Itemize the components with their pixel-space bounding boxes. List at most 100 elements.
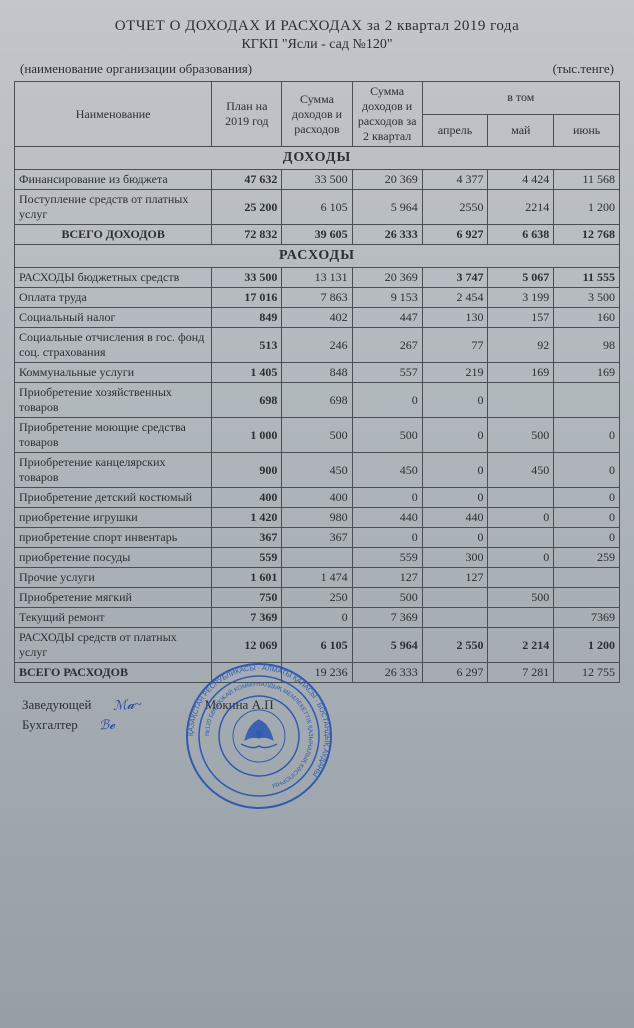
- col-name: Наименование: [15, 82, 212, 147]
- cell: 92: [488, 328, 554, 363]
- col-plan: План на 2019 год: [212, 82, 282, 147]
- col-in-that: в том: [422, 82, 619, 115]
- row-name: РАСХОДЫ бюджетных средств: [15, 268, 212, 288]
- table-row: Социальный налог 849 402 447 130 157 160: [15, 308, 620, 328]
- cell: 246: [282, 328, 352, 363]
- cell: 267: [352, 328, 422, 363]
- cell: 750: [212, 588, 282, 608]
- head-signature-icon: ℳ𝓪~: [112, 696, 142, 714]
- cell: 0: [282, 608, 352, 628]
- col-sum-q2: Сумма доходов и расходов за 2 квартал: [352, 82, 422, 147]
- cell: [488, 383, 554, 418]
- col-sum-total: Сумма доходов и расходов: [282, 82, 352, 147]
- table-row: РАСХОДЫ бюджетных средств 33 500 13 131 …: [15, 268, 620, 288]
- cell: [422, 588, 488, 608]
- cell: 300: [422, 548, 488, 568]
- table-row: Коммунальные услуги 1 405 848 557 219 16…: [15, 363, 620, 383]
- table-row: Текущий ремонт 7 369 0 7 369 7369: [15, 608, 620, 628]
- cell: 3 199: [488, 288, 554, 308]
- cell: 0: [554, 453, 620, 488]
- cell: 3 500: [554, 288, 620, 308]
- row-name: Коммунальные услуги: [15, 363, 212, 383]
- cell: 5 067: [488, 268, 554, 288]
- table-row: Приобретение хозяйственных товаров 698 6…: [15, 383, 620, 418]
- cell: 402: [282, 308, 352, 328]
- cell: [488, 488, 554, 508]
- cell: 400: [282, 488, 352, 508]
- cell: 259: [554, 548, 620, 568]
- row-income-total: ВСЕГО ДОХОДОВ 72 832 39 605 26 333 6 927…: [15, 225, 620, 245]
- cell: 698: [212, 383, 282, 418]
- cell: 1 405: [212, 363, 282, 383]
- cell: 513: [212, 328, 282, 363]
- cell: 5 964: [352, 628, 422, 663]
- cell: 980: [282, 508, 352, 528]
- cell: 848: [282, 363, 352, 383]
- cell: 400: [212, 488, 282, 508]
- cell: 557: [352, 363, 422, 383]
- cell: 2214: [488, 190, 554, 225]
- cell: 500: [352, 418, 422, 453]
- table-row: Приобретение моющие средства товаров 1 0…: [15, 418, 620, 453]
- cell: [422, 608, 488, 628]
- cell: [488, 528, 554, 548]
- cell: 17 016: [212, 288, 282, 308]
- col-may: май: [488, 114, 554, 147]
- cell: 11 555: [554, 268, 620, 288]
- cell: 1 000: [212, 418, 282, 453]
- cell: 0: [554, 528, 620, 548]
- cell: 12 768: [554, 225, 620, 245]
- cell: 447: [352, 308, 422, 328]
- head-label: Заведующей: [22, 697, 92, 712]
- cell: 33 500: [212, 268, 282, 288]
- row-name: приобретение посуды: [15, 548, 212, 568]
- cell: 20 369: [352, 170, 422, 190]
- cell: 130: [422, 308, 488, 328]
- document-sheet: ОТЧЕТ О ДОХОДАХ И РАСХОДАХ за 2 квартал …: [0, 0, 634, 1028]
- cell: 0: [422, 453, 488, 488]
- row-name: Приобретение хозяйственных товаров: [15, 383, 212, 418]
- row-name: РАСХОДЫ средств от платных услуг: [15, 628, 212, 663]
- cell: 98: [554, 328, 620, 363]
- cell: 2 214: [488, 628, 554, 663]
- cell: 2 454: [422, 288, 488, 308]
- cell: 26 333: [352, 225, 422, 245]
- cell: 0: [554, 488, 620, 508]
- cell: 160: [554, 308, 620, 328]
- stamp-icon: ҚАЗАҚСТАН РЕСПУБЛИКАСЫ · АЛМАТЫ ҚАЛАСЫ ·…: [184, 661, 334, 811]
- cell: 7 369: [352, 608, 422, 628]
- cell: 440: [422, 508, 488, 528]
- sub-header: (наименование организации образования) (…: [20, 61, 614, 77]
- cell: 559: [212, 548, 282, 568]
- cell: 3 747: [422, 268, 488, 288]
- cell: 26 333: [352, 663, 422, 683]
- cell: 849: [212, 308, 282, 328]
- section-expense-label: РАСХОДЫ: [15, 245, 620, 268]
- title-line-1: ОТЧЕТ О ДОХОДАХ И РАСХОДАХ за 2 квартал …: [14, 18, 620, 35]
- cell: 7 369: [212, 608, 282, 628]
- row-name: Социальные отчисления в гос. фонд соц. с…: [15, 328, 212, 363]
- row-name: Приобретение детский костюмый: [15, 488, 212, 508]
- section-income-label: ДОХОДЫ: [15, 147, 620, 170]
- row-name: Поступление средств от платных услуг: [15, 190, 212, 225]
- row-name: приобретение спорт инвентарь: [15, 528, 212, 548]
- cell: 157: [488, 308, 554, 328]
- table-row: Приобретение канцелярских товаров 900 45…: [15, 453, 620, 488]
- cell: 440: [352, 508, 422, 528]
- row-name: Приобретение моющие средства товаров: [15, 418, 212, 453]
- cell: 500: [282, 418, 352, 453]
- row-name: Финансирование из бюджета: [15, 170, 212, 190]
- row-name: Прочие услуги: [15, 568, 212, 588]
- cell: 500: [352, 588, 422, 608]
- cell: [488, 608, 554, 628]
- table-row: Приобретение мягкий 750 250 500 500: [15, 588, 620, 608]
- cell: 0: [352, 488, 422, 508]
- table-row: Приобретение детский костюмый 400 400 0 …: [15, 488, 620, 508]
- cell: 559: [352, 548, 422, 568]
- cell: 7369: [554, 608, 620, 628]
- cell: [212, 663, 282, 683]
- section-income: ДОХОДЫ: [15, 147, 620, 170]
- cell: 0: [352, 383, 422, 418]
- cell: 33 500: [282, 170, 352, 190]
- cell: 13 131: [282, 268, 352, 288]
